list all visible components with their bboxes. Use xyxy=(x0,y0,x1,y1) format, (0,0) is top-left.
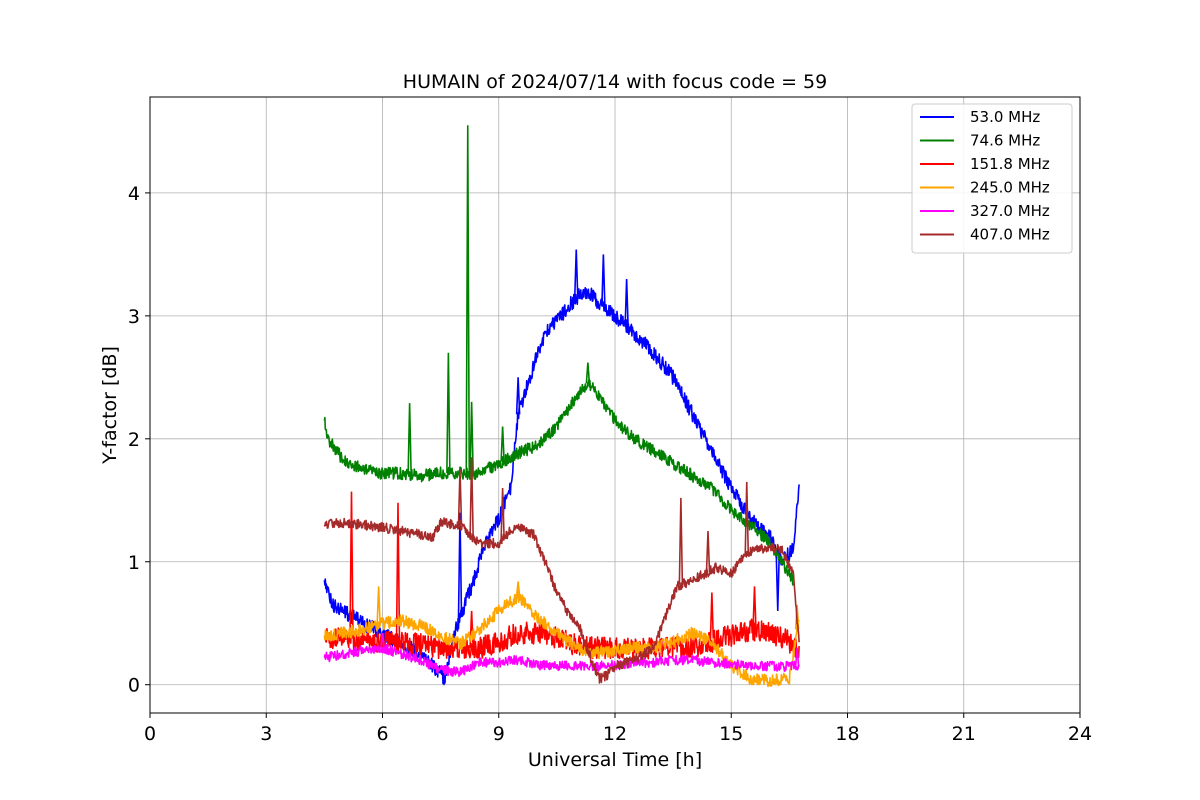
series-line xyxy=(323,517,800,684)
series-spike xyxy=(395,502,401,643)
series-spike xyxy=(601,254,606,307)
x-tick-label: 9 xyxy=(493,723,505,745)
y-tick-label: 3 xyxy=(128,306,140,328)
legend-entry-label: 407.0 MHz xyxy=(970,226,1050,244)
series-spike xyxy=(794,604,800,630)
legend: 53.0 MHz 74.6 MHz 151.8 MHz 245.0 MHz 327.0… xyxy=(911,103,1073,254)
legend-entry-label: 74.6 MHz xyxy=(970,132,1040,150)
x-tick-label: 12 xyxy=(603,723,627,745)
series-spike xyxy=(752,586,757,631)
series-spike xyxy=(624,278,629,327)
series-line xyxy=(323,643,800,678)
x-tick-label: 18 xyxy=(835,723,859,745)
series-spike xyxy=(469,401,474,474)
legend-entry-label: 245.0 MHz xyxy=(970,179,1050,197)
series-spike xyxy=(457,512,463,618)
series-spike xyxy=(407,403,412,475)
x-tick-label: 0 xyxy=(144,723,156,745)
legend-entry-label: 151.8 MHz xyxy=(970,155,1050,173)
series-spike xyxy=(349,491,354,639)
series-spike xyxy=(744,481,750,554)
y-axis-label: Y-factor [dB] xyxy=(99,346,121,465)
series-line xyxy=(323,378,794,586)
series-spike xyxy=(794,647,800,667)
y-tick-label: 2 xyxy=(128,429,140,451)
y-tick-label: 4 xyxy=(128,183,140,205)
series-spike xyxy=(705,530,711,573)
chart-title: HUMAIN of 2024/07/14 with focus code = 5… xyxy=(403,71,827,93)
legend-entry-label: 327.0 MHz xyxy=(970,202,1050,220)
series-line xyxy=(323,618,800,660)
series-spike xyxy=(469,457,474,536)
x-tick-label: 21 xyxy=(952,723,976,745)
x-tick-label: 6 xyxy=(376,723,388,745)
x-tick-label: 15 xyxy=(719,723,743,745)
series-spike xyxy=(573,249,579,298)
series-spike xyxy=(500,426,505,462)
x-axis-label: Universal Time [h] xyxy=(528,749,702,771)
x-tick-label: 3 xyxy=(260,723,272,745)
series-spike xyxy=(457,469,463,525)
series-spike xyxy=(465,125,471,474)
y-tick-label: 0 xyxy=(128,675,140,697)
series-spike xyxy=(515,377,521,415)
series-spike xyxy=(500,487,505,540)
series-spike xyxy=(380,632,385,648)
series-spike xyxy=(585,362,591,384)
series-spike xyxy=(775,553,781,611)
series-spike xyxy=(709,592,715,642)
legend-entry-label: 53.0 MHz xyxy=(970,108,1040,126)
y-tick-label: 1 xyxy=(128,552,140,574)
series-spike xyxy=(376,586,381,625)
series-line xyxy=(323,589,800,688)
series-layer xyxy=(323,125,800,688)
series-spike xyxy=(678,497,684,585)
series-spike xyxy=(515,581,521,597)
x-tick-label: 24 xyxy=(1068,723,1092,745)
series-spike xyxy=(446,352,451,474)
